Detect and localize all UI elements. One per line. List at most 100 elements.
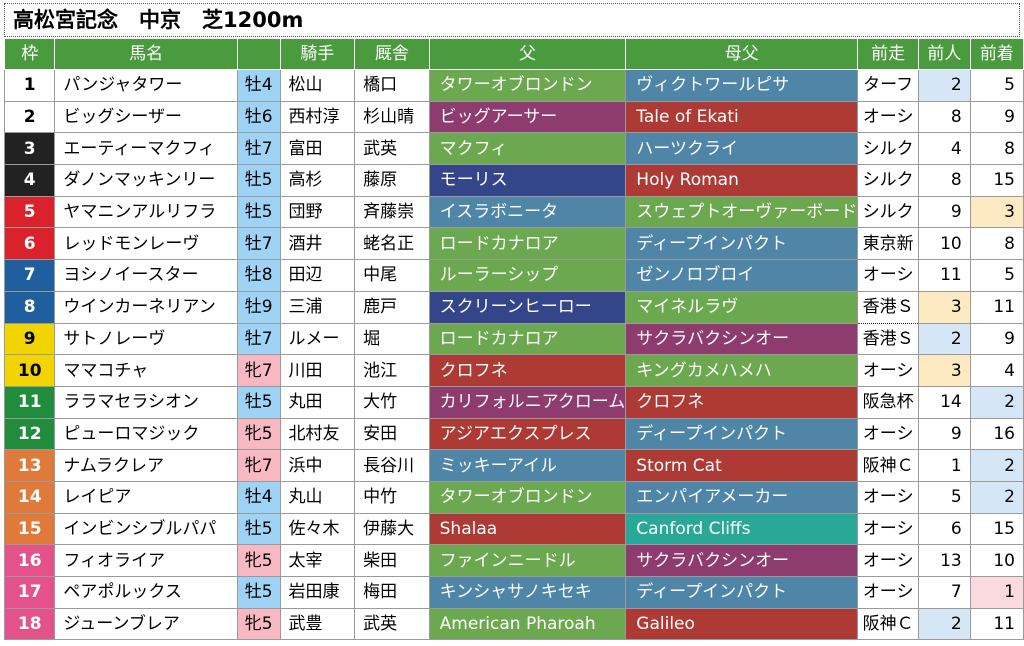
sire-name: モーリス (428, 164, 627, 197)
sex-age: 牡5 (236, 164, 281, 197)
jockey-name: ルメー (279, 322, 356, 356)
table-row: 1 パンジャタワー 牡4 松山 橋口 タワーオブロンドン ヴィクトワールピサ ターフ 2 5 (3, 69, 1024, 102)
previous-race: 阪急杯 (857, 385, 920, 419)
waku-number: 8 (3, 290, 56, 324)
sire-name: タワーオブロンドン (428, 69, 627, 102)
previous-finish: 1 (969, 576, 1024, 609)
previous-finish: 11 (969, 290, 1024, 324)
damsire-name: ヴィクトワールピサ (625, 69, 859, 102)
horse-name: レイピア (54, 480, 238, 514)
horse-name: ママコチャ (54, 354, 238, 387)
previous-finish: 9 (969, 322, 1024, 356)
previous-finish: 5 (969, 69, 1024, 102)
stable-name: 斉藤崇 (354, 195, 430, 229)
waku-number: 13 (3, 449, 56, 482)
sire-name: Shalaa (428, 512, 627, 546)
entry-table: 枠 馬名 騎手 厩舎 父 母父 前走 前人 前着 1 パンジャタワー 牡4 松山 橋口タ… (3, 38, 1024, 641)
col-header-stable: 厩舎 (354, 38, 430, 70)
previous-race: オーシ (857, 417, 920, 451)
sire-name: ルーラーシップ (428, 259, 627, 292)
horse-name: ジューンブレア (54, 607, 238, 641)
col-header-jockey: 騎手 (279, 38, 356, 70)
table-row: 6 レッドモンレーヴ 牡7 酒井 蛯名正 ロードカナロア ディープインパクト 東京新 10 8 (3, 227, 1024, 261)
sire-name: ファインニードル (428, 544, 627, 577)
sex-age: 牡7 (236, 132, 281, 166)
previous-popularity: 3 (918, 354, 971, 387)
table-body: 1 パンジャタワー 牡4 松山 橋口 タワーオブロンドン ヴィクトワールピサ ターフ 2 5 2 ビッ… (3, 69, 1024, 641)
previous-popularity: 2 (918, 322, 971, 356)
sire-name: スクリーンヒーロー (428, 290, 627, 324)
table-row: 11 ララマセラシオン 牡5 丸田 大竹 カリフォルニアクローム クロフネ 阪急杯 14 2 (3, 385, 1024, 419)
jockey-name: 武豊 (279, 607, 356, 641)
previous-race: オーシ (857, 100, 920, 134)
previous-race: オーシ (857, 259, 920, 292)
damsire-name: ゼンノロブロイ (625, 259, 859, 292)
stable-name: 武英 (354, 607, 430, 641)
waku-number: 10 (3, 354, 56, 387)
waku-number: 15 (3, 512, 56, 546)
sex-age: 牡5 (236, 385, 281, 419)
waku-number: 4 (3, 164, 56, 197)
previous-race: 阪神Ｃ (857, 607, 920, 641)
stable-name: 堀 (354, 322, 430, 356)
waku-number: 7 (3, 259, 56, 292)
horse-name: ララマセラシオン (54, 385, 238, 419)
previous-popularity: 5 (918, 480, 971, 514)
sex-age: 牝7 (236, 449, 281, 482)
waku-number: 1 (3, 69, 56, 102)
damsire-name: Storm Cat (625, 449, 859, 482)
table-row: 10 ママコチャ 牝7 川田 池江 クロフネ キングカメハメハ オーシ 3 4 (3, 354, 1024, 387)
waku-number: 14 (3, 480, 56, 514)
waku-number: 5 (3, 195, 56, 229)
sire-name: カリフォルニアクローム (428, 385, 627, 419)
horse-name: ビッグシーザー (54, 100, 238, 134)
jockey-name: 酒井 (279, 227, 356, 261)
waku-number: 12 (3, 417, 56, 451)
sire-name: ビッグアーサー (428, 100, 627, 134)
jockey-name: 川田 (279, 354, 356, 387)
table-row: 14 レイピア 牡4 丸山 中竹 タワーオブロンドン エンパイアメーカー オーシ 5 2 (3, 480, 1024, 514)
sire-name: クロフネ (428, 354, 627, 387)
waku-number: 6 (3, 227, 56, 261)
jockey-name: 三浦 (279, 290, 356, 324)
damsire-name: Canford Cliffs (625, 512, 859, 546)
table-row: 17 ペアポルックス 牡5 岩田康 梅田 キンシャサノキセキ ディープインパクト オーシ 7 1 (3, 576, 1024, 609)
previous-finish: 10 (969, 544, 1024, 577)
waku-number: 17 (3, 576, 56, 609)
jockey-name: 富田 (279, 132, 356, 166)
previous-race: 阪神Ｃ (857, 449, 920, 482)
col-header-sire: 父 (428, 38, 627, 70)
jockey-name: 丸田 (279, 385, 356, 419)
col-header-waku: 枠 (3, 38, 56, 70)
waku-number: 18 (3, 607, 56, 641)
jockey-name: 丸山 (279, 480, 356, 514)
previous-popularity: 13 (918, 544, 971, 577)
previous-finish: 15 (969, 512, 1024, 546)
previous-popularity: 7 (918, 576, 971, 609)
jockey-name: 西村淳 (279, 100, 356, 134)
stable-name: 梅田 (354, 576, 430, 609)
previous-race: 東京新 (857, 227, 920, 261)
sire-name: マクフィ (428, 132, 627, 166)
sex-age: 牡4 (236, 69, 281, 102)
horse-name: ペアポルックス (54, 576, 238, 609)
waku-number: 16 (3, 544, 56, 577)
col-header-prev-fin: 前着 (969, 38, 1024, 70)
previous-finish: 4 (969, 354, 1024, 387)
stable-name: 藤原 (354, 164, 430, 197)
sex-age: 牡5 (236, 512, 281, 546)
stable-name: 柴田 (354, 544, 430, 577)
header-row: 枠 馬名 騎手 厩舎 父 母父 前走 前人 前着 (3, 38, 1024, 70)
previous-race: シルク (857, 164, 920, 197)
table-row: 18 ジューンブレア 牝5 武豊 武英 American Pharoah Galileo 阪神… (3, 607, 1024, 641)
previous-finish: 9 (969, 100, 1024, 134)
table-row: 3 エーティーマクフィ 牡7 富田 武英 マクフィ ハーツクライ シルク 4 8 (3, 132, 1024, 166)
previous-race: オーシ (857, 576, 920, 609)
previous-popularity: 14 (918, 385, 971, 419)
stable-name: 杉山晴 (354, 100, 430, 134)
page-title: 高松宮記念 中京 芝1200m (4, 3, 1020, 37)
horse-name: フィオライア (54, 544, 238, 577)
horse-name: ウインカーネリアン (54, 290, 238, 324)
damsire-name: Holy Roman (625, 164, 859, 197)
stable-name: 武英 (354, 132, 430, 166)
